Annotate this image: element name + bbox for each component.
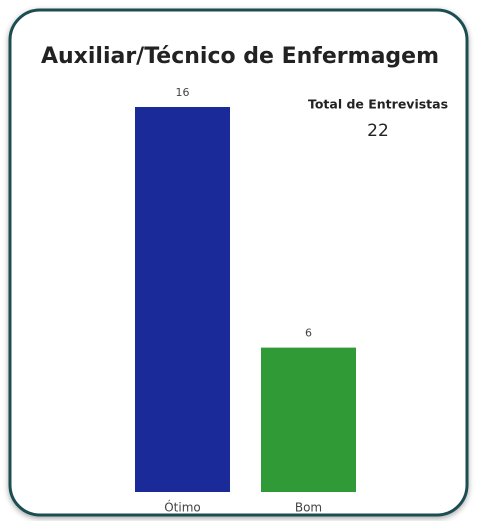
kpi-label: Total de Entrevistas bbox=[308, 97, 448, 112]
data-label: 6 bbox=[305, 327, 312, 340]
bar bbox=[261, 347, 356, 492]
x-tick-label: Ótimo bbox=[164, 500, 201, 515]
card bbox=[8, 8, 469, 517]
x-tick-label: Bom bbox=[295, 501, 322, 515]
kpi-value: 22 bbox=[367, 121, 389, 141]
chart-title: Auxiliar/Técnico de Enfermagem bbox=[41, 44, 439, 69]
data-label: 16 bbox=[176, 86, 190, 99]
bar bbox=[135, 107, 230, 492]
